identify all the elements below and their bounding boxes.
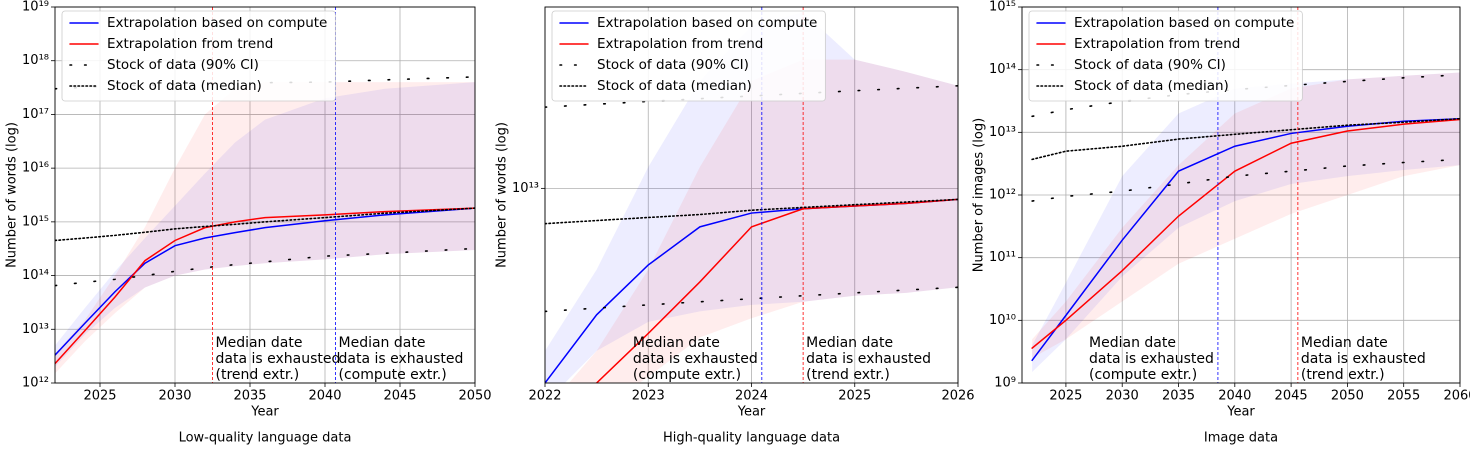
legend-label: Extrapolation based on compute bbox=[597, 15, 817, 31]
x-tick-label: 2022 bbox=[528, 389, 561, 404]
annotation-text: data is exhausted bbox=[1089, 351, 1214, 367]
annotation-text: data is exhausted bbox=[1301, 351, 1426, 367]
annotation-text: data is exhausted bbox=[339, 351, 464, 367]
legend-label: Extrapolation from trend bbox=[1074, 36, 1240, 52]
legend-label: Extrapolation based on compute bbox=[107, 15, 327, 31]
y-tick-label: 10¹⁴ bbox=[22, 268, 49, 283]
annotation-text: (trend extr.) bbox=[216, 367, 300, 383]
x-tick-label: 2035 bbox=[233, 389, 266, 404]
annotation-text: Median date bbox=[633, 335, 720, 351]
x-tick-label: 2055 bbox=[1387, 389, 1420, 404]
annotation-text: (compute extr.) bbox=[1089, 367, 1197, 383]
legend-label: Stock of data (median) bbox=[1074, 78, 1229, 94]
legend: Extrapolation based on compute Extrapolat… bbox=[62, 11, 335, 101]
y-tick-label: 10⁹ bbox=[994, 376, 1016, 391]
x-tick-label: 2060 bbox=[1443, 389, 1470, 404]
y-tick-label: 10¹³ bbox=[22, 322, 49, 337]
y-tick-label: 10¹¹ bbox=[989, 250, 1016, 265]
y-axis-label: Number of words (log) bbox=[495, 122, 510, 268]
y-tick-label: 10¹⁸ bbox=[22, 53, 49, 68]
legend: Extrapolation based on compute Extrapolat… bbox=[552, 11, 825, 101]
annotation-text: Median date bbox=[1089, 335, 1176, 351]
annotation-text: data is exhausted bbox=[633, 351, 758, 367]
x-tick-label: 2045 bbox=[383, 389, 416, 404]
x-tick-label: 2030 bbox=[1106, 389, 1139, 404]
annotation-text: Median date bbox=[216, 335, 303, 351]
subplot-title: Low-quality language data bbox=[179, 431, 352, 446]
x-tick-label: 2040 bbox=[308, 389, 341, 404]
legend-label: Stock of data (90% CI) bbox=[597, 57, 749, 73]
annotation-text: (trend extr.) bbox=[1301, 367, 1385, 383]
y-tick-label: 10¹⁹ bbox=[22, 0, 49, 15]
x-tick-label: 2040 bbox=[1218, 389, 1251, 404]
legend-label: Extrapolation from trend bbox=[107, 36, 273, 52]
legend-label: Stock of data (90% CI) bbox=[107, 57, 259, 73]
uncertainty-band bbox=[1032, 73, 1460, 359]
annotation-text: Median date bbox=[339, 335, 426, 351]
x-axis-label: Year bbox=[737, 405, 766, 420]
plot-area bbox=[1032, 73, 1460, 372]
x-tick-label: 2050 bbox=[1331, 389, 1364, 404]
annotation-text: (compute extr.) bbox=[339, 367, 447, 383]
legend-label: Extrapolation based on compute bbox=[1074, 15, 1294, 31]
y-tick-label: 10¹² bbox=[22, 376, 49, 391]
legend-label: Stock of data (median) bbox=[597, 78, 752, 94]
y-tick-label: 10¹⁵ bbox=[22, 214, 49, 229]
legend-label: Stock of data (90% CI) bbox=[1074, 57, 1226, 73]
y-tick-label: 10¹⁰ bbox=[989, 313, 1016, 328]
x-tick-label: 2035 bbox=[1162, 389, 1195, 404]
annotation-text: Median date bbox=[806, 335, 893, 351]
y-tick-label: 10¹⁴ bbox=[989, 62, 1016, 77]
annotation-text: (compute extr.) bbox=[633, 367, 741, 383]
x-tick-label: 2026 bbox=[941, 389, 974, 404]
y-tick-label: 10¹³ bbox=[512, 181, 539, 196]
legend-label: Stock of data (median) bbox=[107, 78, 262, 94]
x-tick-label: 2025 bbox=[83, 389, 116, 404]
x-tick-label: 2050 bbox=[458, 389, 491, 404]
x-axis-label: Year bbox=[250, 405, 279, 420]
y-tick-label: 10¹⁷ bbox=[22, 107, 49, 122]
annotation-text: data is exhausted bbox=[806, 351, 931, 367]
annotation-text: (trend extr.) bbox=[806, 367, 890, 383]
subplot: 2025 2030 2035 2040 2045 2050 10¹² 10¹³ 10¹⁴ 10¹⁵… bbox=[5, 0, 492, 446]
x-tick-label: 2025 bbox=[838, 389, 871, 404]
legend: Extrapolation based on compute Extrapolat… bbox=[1029, 11, 1302, 101]
x-tick-label: 2045 bbox=[1275, 389, 1308, 404]
x-tick-label: 2023 bbox=[632, 389, 665, 404]
x-tick-label: 2024 bbox=[735, 389, 768, 404]
y-tick-label: 10¹⁶ bbox=[22, 161, 49, 176]
annotation-text: data is exhausted bbox=[216, 351, 341, 367]
x-axis-label: Year bbox=[1226, 405, 1255, 420]
y-tick-label: 10¹⁵ bbox=[989, 0, 1016, 15]
subplot-title: High-quality language data bbox=[663, 431, 840, 446]
x-tick-label: 2025 bbox=[1049, 389, 1082, 404]
y-tick-label: 10¹³ bbox=[989, 125, 1016, 140]
y-axis-label: Number of images (log) bbox=[972, 118, 987, 272]
subplot: 2025 2030 2035 2040 2045 2050 2055 2060 10⁹ 10¹⁰ 1… bbox=[972, 0, 1470, 446]
legend-label: Extrapolation from trend bbox=[597, 36, 763, 52]
y-axis-label: Number of words (log) bbox=[5, 122, 20, 268]
x-tick-label: 2030 bbox=[158, 389, 191, 404]
annotation-text: Median date bbox=[1301, 335, 1388, 351]
subplot-title: Image data bbox=[1204, 431, 1278, 446]
y-tick-label: 10¹² bbox=[989, 188, 1016, 203]
